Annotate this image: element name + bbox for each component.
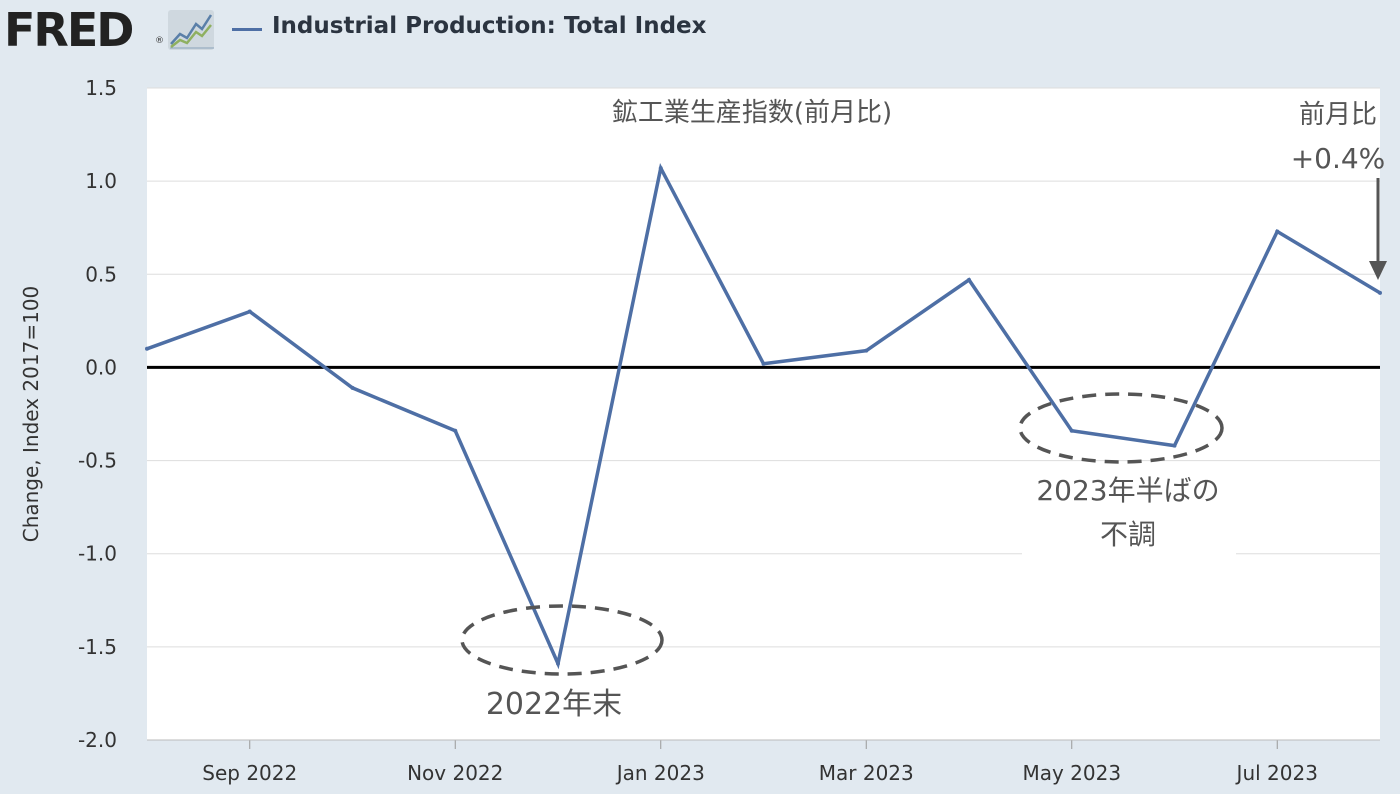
dashed-ellipse-2023 [1018,392,1224,464]
annotation-2023-line2: 不調 [1100,518,1156,551]
x-tick-label: Nov 2022 [407,761,503,785]
y-tick-label: 0.0 [85,355,117,379]
x-tick-label: Mar 2023 [819,761,914,785]
data-point[interactable] [658,166,663,171]
logo-registered-mark: ® [155,36,164,46]
annotation-callout-line2: +0.4% [1291,142,1386,175]
annotation-title: 鉱工業生産指数(前月比) [612,98,892,128]
data-point[interactable] [453,428,458,433]
x-axis-ticks: Sep 2022 Nov 2022 Jan 2023 Mar 2023 May 2023… [202,740,1318,785]
fred-logo[interactable]: FRED [4,3,134,57]
y-tick-label: -1.0 [78,542,117,566]
callout-arrowhead [1369,261,1387,280]
data-point[interactable] [145,346,149,351]
annotation-2023-line1: 2023年半ばの [1036,474,1219,507]
data-point[interactable] [1378,290,1382,295]
x-tick-label: Sep 2022 [202,761,297,785]
data-point[interactable] [1172,443,1177,448]
y-tick-label: -0.5 [78,449,117,473]
data-point[interactable] [967,277,971,282]
y-axis-ticks: 1.5 1.0 0.5 0.0 -0.5 -1.0 -1.5 -2.0 [78,76,117,752]
legend-series-label[interactable]: Industrial Production: Total Index [272,13,707,39]
y-tick-label: 0.5 [85,262,117,286]
series-points [145,166,1382,666]
y-tick-label: -2.0 [78,728,117,752]
y-tick-label: 1.0 [85,169,117,193]
chart-trend-icon [168,10,214,50]
annotation-2022-label: 2022年末 [486,687,622,722]
data-point[interactable] [1069,428,1074,433]
x-tick-label: Jul 2023 [1235,761,1318,785]
x-tick-label: May 2023 [1022,761,1121,785]
y-tick-label: -1.5 [78,635,117,659]
x-tick-label: Jan 2023 [615,761,705,785]
data-point[interactable] [247,309,252,314]
dashed-ellipse-2022 [460,604,664,676]
data-point[interactable] [350,385,355,390]
y-tick-label: 1.5 [85,76,117,100]
data-point[interactable] [761,361,766,366]
fred-header: FRED ® Industrial Production: Total Inde… [0,0,1400,60]
annotation-callout-line1: 前月比 [1299,100,1377,130]
data-point[interactable] [1275,229,1280,234]
plot-area [147,88,1380,740]
annotation-bg-2023 [1022,470,1236,556]
data-point[interactable] [864,348,869,353]
legend-series-swatch [232,28,262,31]
data-point[interactable] [556,661,560,666]
y-axis-label: Change, Index 2017=100 [19,286,43,543]
